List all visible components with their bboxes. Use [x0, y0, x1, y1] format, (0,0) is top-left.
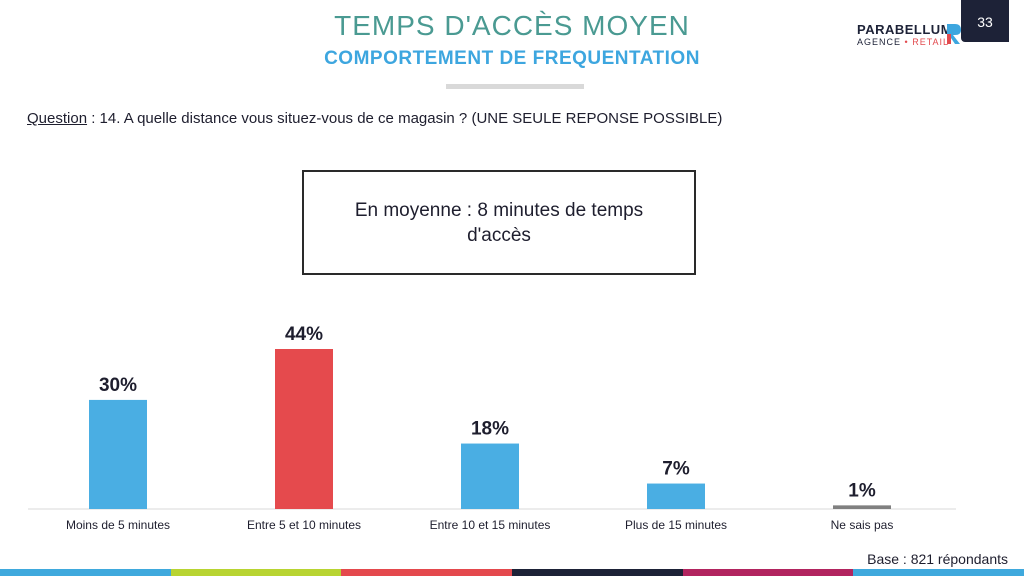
logo-tagline: AGENCE • RETAIL	[857, 37, 952, 47]
page-title: TEMPS D'ACCÈS MOYEN	[334, 10, 690, 41]
question-label: Question	[27, 110, 88, 127]
page-subtitle: COMPORTEMENT DE FREQUENTATION	[324, 48, 700, 69]
bar-0	[89, 399, 147, 509]
bar-value-label-2: 18%	[471, 419, 509, 440]
footer-segment-3	[512, 569, 683, 576]
footer-segment-2	[341, 569, 513, 576]
question-body: : 14. A quelle distance vous situez-vous…	[87, 110, 723, 127]
logo-tagline-dot: •	[904, 37, 909, 47]
category-label-1: Entre 5 et 10 minutes	[247, 518, 361, 532]
footer-segment-5	[853, 569, 1024, 576]
logo-mark-icon	[947, 24, 961, 44]
brand-logo: PARABELLUM AGENCE • RETAIL	[857, 22, 952, 47]
title-underline	[446, 84, 584, 89]
footer-segment-0	[0, 569, 171, 576]
base-note: Base : 821 répondants	[867, 551, 1008, 567]
logo-name: PARABELLUM	[857, 22, 953, 37]
logo-tagline-right: RETAIL	[912, 37, 950, 47]
category-label-2: Entre 10 et 15 minutes	[430, 518, 551, 532]
page-number-badge: 33	[961, 0, 1009, 42]
category-label-4: Ne sais pas	[831, 518, 894, 532]
footer-segment-4	[682, 569, 854, 576]
average-callout-text: En moyenne : 8 minutes de temps d'accès	[354, 199, 644, 246]
bar-1	[275, 349, 333, 509]
bar-chart: 30% Moins de 5 minutes 44% Entre 5 et 10 mi…	[28, 324, 956, 532]
bar-2	[461, 443, 519, 509]
bar-value-label-3: 7%	[662, 459, 690, 480]
bar-value-label-0: 30%	[99, 375, 137, 396]
logo-tagline-left: AGENCE	[857, 37, 902, 47]
footer-color-strip	[0, 569, 1024, 576]
category-label-0: Moins de 5 minutes	[66, 518, 170, 532]
bar-value-label-4: 1%	[848, 480, 876, 501]
footer-segment-1	[170, 569, 342, 576]
average-callout: En moyenne : 8 minutes de temps d'accès	[302, 170, 696, 275]
bar-value-label-1: 44%	[285, 324, 323, 345]
bar-3	[647, 483, 705, 509]
category-label-3: Plus de 15 minutes	[625, 518, 727, 532]
bar-4	[833, 505, 891, 509]
question-text: Question : 14. A quelle distance vous si…	[27, 110, 722, 127]
